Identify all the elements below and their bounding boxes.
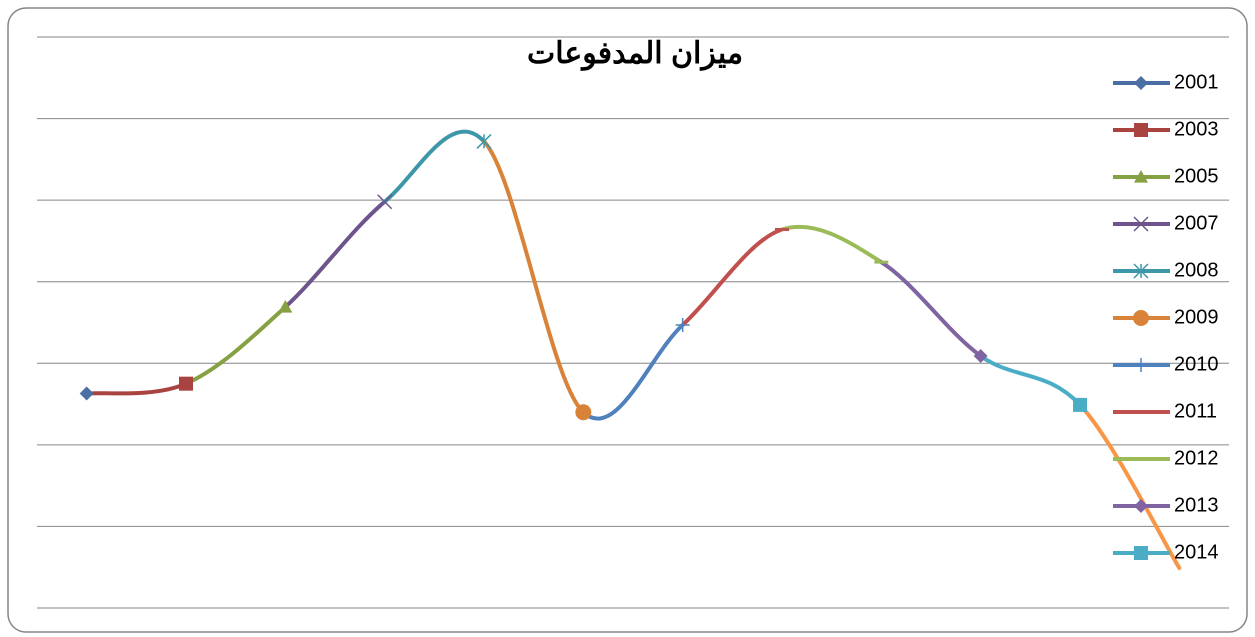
series-line (482, 139, 586, 415)
marker (1134, 499, 1148, 513)
marker (1073, 397, 1087, 412)
chart-frame (7, 7, 1248, 633)
marker (575, 404, 592, 421)
marker (1134, 123, 1148, 137)
marker (377, 194, 393, 210)
series-line (283, 199, 387, 310)
marker (179, 376, 193, 391)
marker (1134, 358, 1148, 372)
series-line (1078, 402, 1182, 571)
legend-label: 2009 (1174, 306, 1219, 328)
legend-label: 2014 (1174, 541, 1219, 563)
series-line (382, 129, 486, 204)
marker (1133, 216, 1149, 232)
legend-label: 2003 (1174, 118, 1219, 140)
legend-label: 2007 (1174, 212, 1219, 234)
series-line (879, 260, 983, 358)
legend-label: 2008 (1174, 259, 1219, 281)
marker (1134, 76, 1148, 90)
legend-label: 2013 (1174, 494, 1219, 516)
marker (675, 317, 690, 332)
legend-label: 2005 (1174, 165, 1219, 187)
chart-title: ميزان المدفوعات (527, 37, 743, 71)
legend: 2001 2003 2005 2007 2008 2009 2010 2011 2012 2013… (1113, 71, 1219, 563)
marker (1133, 263, 1149, 279)
series-line (184, 305, 288, 386)
marker (973, 348, 988, 363)
legend-label: 2001 (1174, 71, 1219, 93)
series-line (978, 353, 1082, 407)
legend-label: 2010 (1174, 353, 1219, 375)
marker (278, 300, 293, 313)
marker (1134, 170, 1148, 183)
grid (37, 36, 1229, 609)
series-line (780, 224, 884, 265)
series-line (581, 322, 685, 421)
marker (476, 133, 492, 149)
series-line (680, 227, 784, 327)
marker (79, 386, 94, 401)
legend-label: 2012 (1174, 447, 1219, 469)
marker (1133, 310, 1149, 326)
marker (1134, 546, 1148, 560)
legend-label: 2011 (1174, 400, 1217, 422)
plot (79, 129, 1182, 571)
